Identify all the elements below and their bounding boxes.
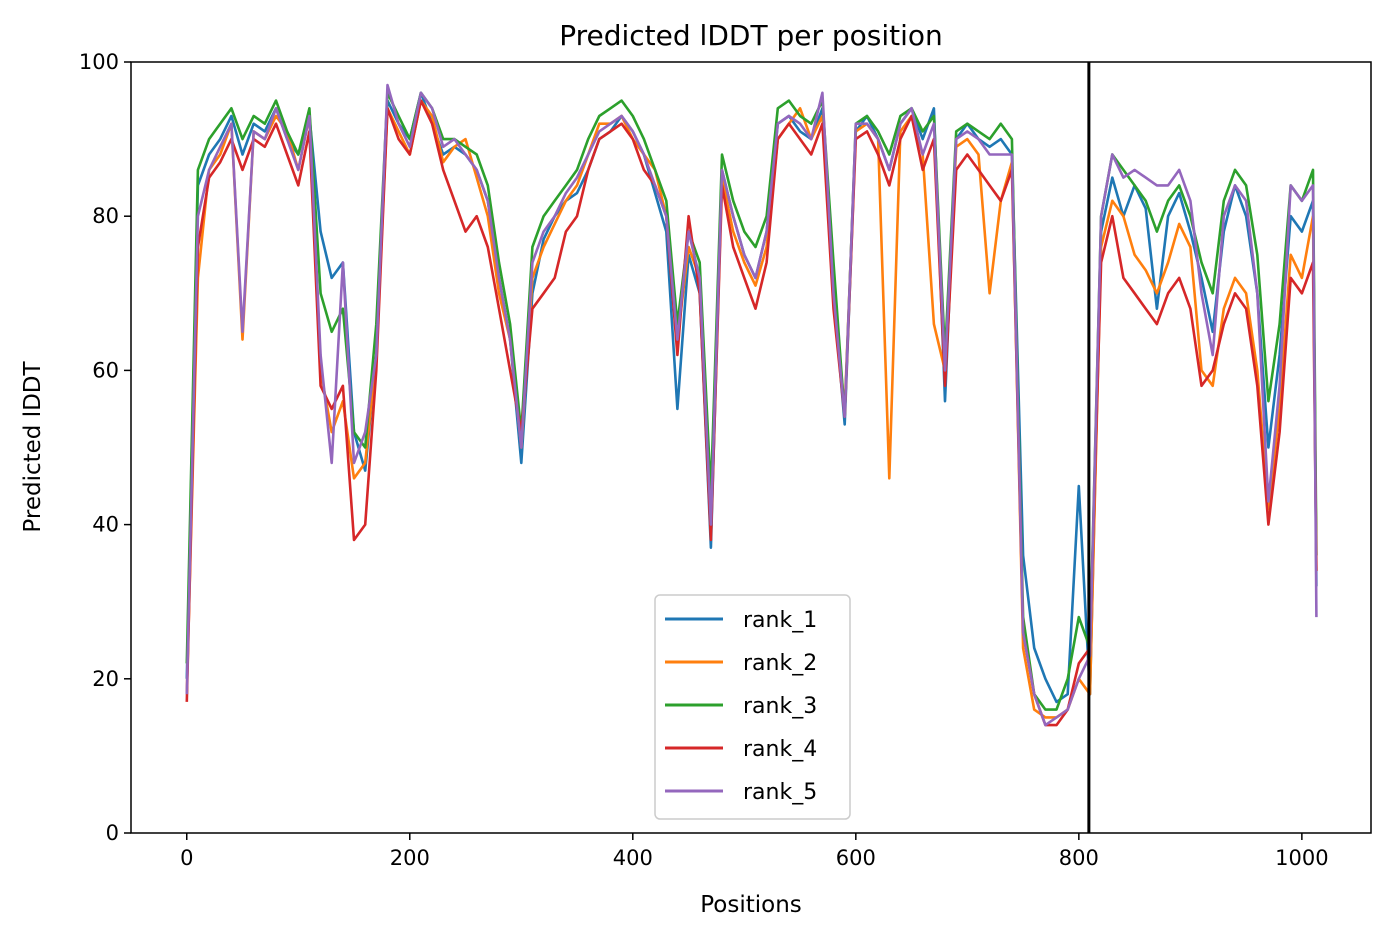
legend-box — [654, 594, 851, 820]
x-axis: 0 200 400 600 800 1000 — [180, 833, 1329, 870]
legend-label-rank_1: rank_1 — [743, 608, 817, 633]
x-tick-label: 1000 — [1275, 846, 1328, 870]
series-line-rank_5 — [185, 83, 1318, 727]
y-tick-label: 100 — [79, 50, 119, 74]
x-axis-label: Positions — [700, 892, 802, 918]
legend-label-rank_2: rank_2 — [743, 651, 817, 676]
y-tick-label: 20 — [92, 667, 119, 691]
series-layer — [185, 83, 1318, 727]
plot-frame — [130, 61, 1372, 834]
y-tick-label: 0 — [106, 821, 119, 845]
y-axis-label: Predicted lDDT — [20, 360, 46, 532]
legend-label-rank_5: rank_5 — [743, 780, 817, 805]
x-tick-label: 400 — [613, 846, 653, 870]
y-tick-label: 80 — [92, 204, 119, 228]
legend-label-rank_3: rank_3 — [743, 694, 817, 719]
x-tick-label: 800 — [1059, 846, 1099, 870]
chart-title: Predicted lDDT per position — [559, 19, 943, 52]
legend: rank_1 rank_2 rank_3 rank_4 rank_5 — [654, 594, 851, 820]
plot-area — [185, 62, 1318, 833]
y-axis: 0 20 40 60 80 100 — [79, 50, 131, 845]
x-tick-label: 600 — [836, 846, 876, 870]
series-line-rank_4 — [185, 99, 1318, 727]
y-tick-label: 40 — [92, 513, 119, 537]
legend-label-rank_4: rank_4 — [743, 737, 817, 762]
x-tick-label: 200 — [390, 846, 430, 870]
y-tick-label: 60 — [92, 358, 119, 382]
x-tick-label: 0 — [180, 846, 193, 870]
